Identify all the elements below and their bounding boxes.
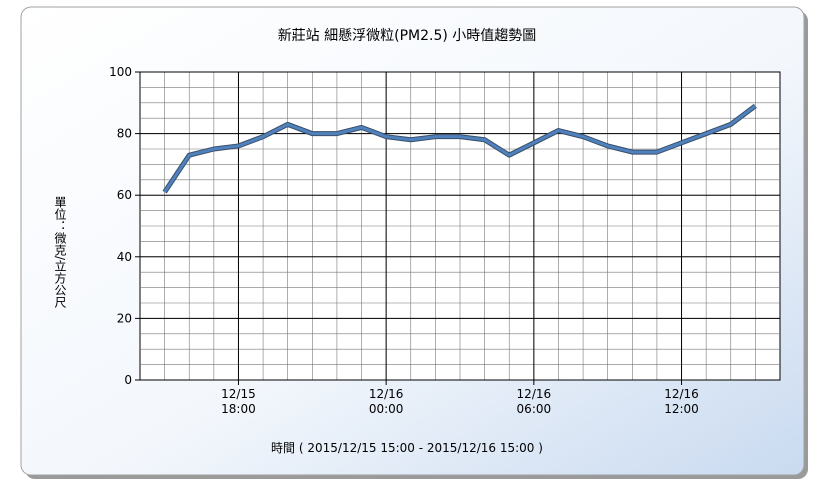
y-tick-label: 40 <box>117 250 132 264</box>
x-tick-label: 12/16 00:00 <box>369 387 404 416</box>
x-tick-label: 12/15 18:00 <box>221 387 256 416</box>
line <box>163 104 757 193</box>
y-tick-label: 100 <box>109 65 132 79</box>
x-tick-label: 12/16 06:00 <box>517 387 552 416</box>
y-tick-label: 80 <box>117 127 132 141</box>
y-tick-label: 60 <box>117 188 132 202</box>
x-axis-label: 時間 ( 2015/12/15 15:00 - 2015/12/16 15:00… <box>271 441 543 455</box>
y-axis-label: 單位：微克/立方公尺 <box>53 196 67 309</box>
x-tick-label: 12/16 12:00 <box>664 387 699 416</box>
y-tick-label: 0 <box>124 373 132 387</box>
y-tick-label: 20 <box>117 311 132 325</box>
chart-title: 新莊站 細懸浮微粒(PM2.5) 小時值趨勢圖 <box>278 28 537 44</box>
